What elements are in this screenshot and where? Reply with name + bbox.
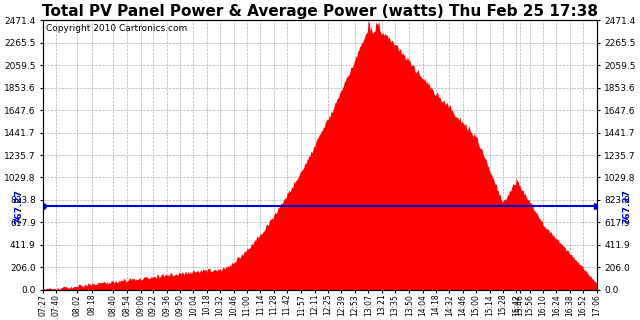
Text: 767.27: 767.27 — [14, 188, 23, 224]
Text: Copyright 2010 Cartronics.com: Copyright 2010 Cartronics.com — [46, 24, 188, 33]
Text: 767.27: 767.27 — [623, 188, 632, 224]
Title: Total PV Panel Power & Average Power (watts) Thu Feb 25 17:38: Total PV Panel Power & Average Power (wa… — [42, 4, 598, 19]
